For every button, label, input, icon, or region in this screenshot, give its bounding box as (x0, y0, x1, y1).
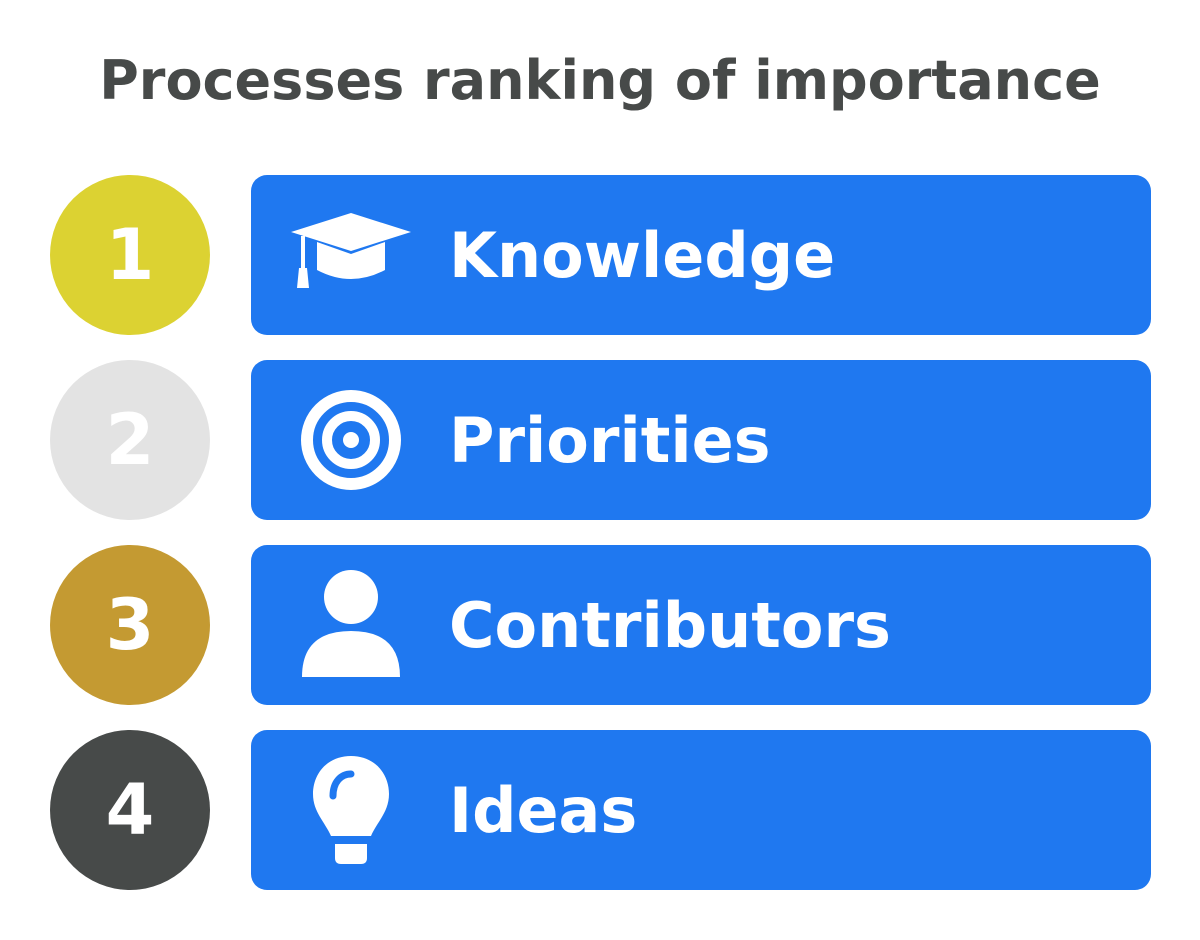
rank-badge: 4 (50, 730, 210, 890)
process-bar: Knowledge (251, 175, 1151, 335)
ranking-row-2: 2 Priorities (50, 360, 1151, 520)
rank-number: 3 (105, 584, 155, 666)
process-bar: Ideas (251, 730, 1151, 890)
rank-number: 4 (105, 769, 155, 851)
ranking-row-1: 1 Knowledge (50, 175, 1151, 335)
rank-badge: 1 (50, 175, 210, 335)
rank-badge: 3 (50, 545, 210, 705)
ranking-row-4: 4 Ideas (50, 730, 1151, 890)
process-label: Knowledge (449, 218, 836, 292)
ranking-row-3: 3 Contributors (50, 545, 1151, 705)
person-icon (289, 570, 413, 677)
process-label: Contributors (449, 588, 891, 662)
process-bar: Priorities (251, 360, 1151, 520)
diagram-title: Processes ranking of importance (99, 49, 1101, 112)
rank-number: 1 (105, 214, 155, 296)
target-icon (289, 388, 413, 492)
process-label: Ideas (449, 773, 638, 847)
graduation-cap-icon (289, 203, 413, 307)
process-label: Priorities (449, 403, 771, 477)
lightbulb-icon (289, 756, 413, 864)
process-bar: Contributors (251, 545, 1151, 705)
rank-number: 2 (105, 399, 155, 481)
rank-badge: 2 (50, 360, 210, 520)
